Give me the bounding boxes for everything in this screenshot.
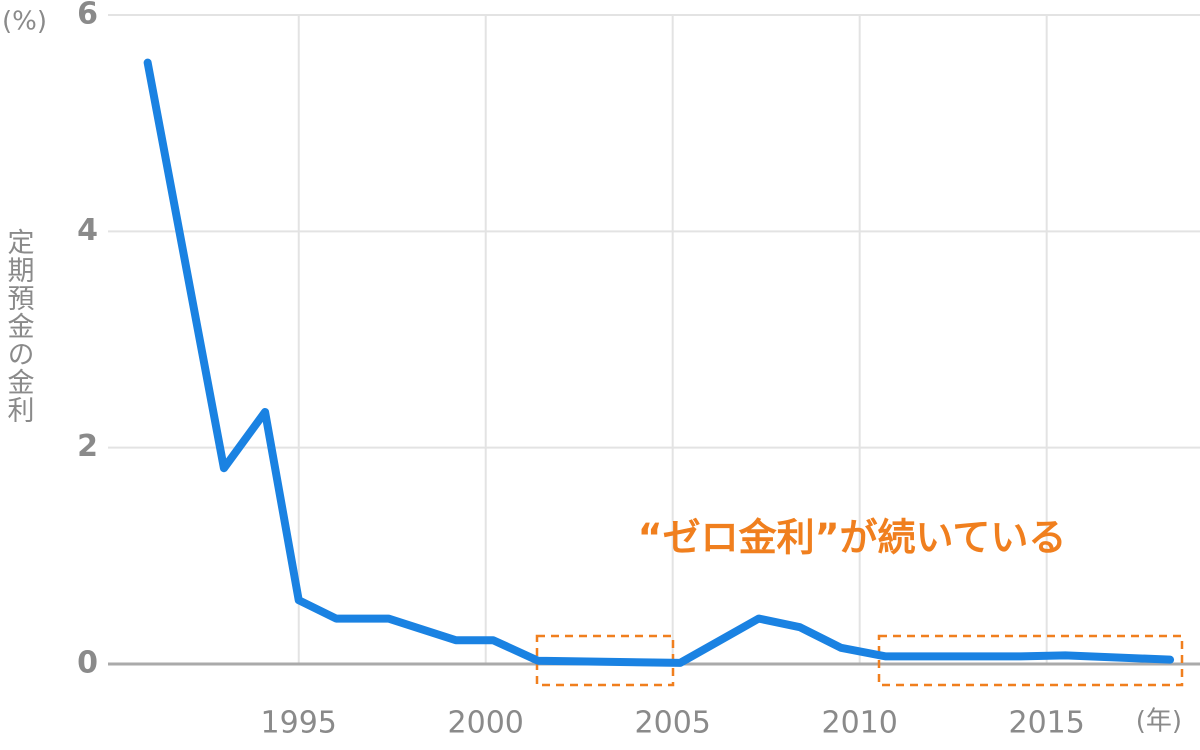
x-tick-label: 2015 bbox=[1008, 706, 1084, 741]
x-tick-label: 2000 bbox=[448, 706, 524, 741]
line bbox=[143, 58, 1175, 667]
annotation: “ゼロ金利”が続いている bbox=[638, 516, 1067, 560]
x-tick-label: 2010 bbox=[822, 706, 898, 741]
x-unit: (年) bbox=[1136, 707, 1182, 737]
y-unit: (%) bbox=[2, 7, 47, 37]
y-tick-label: 6 bbox=[77, 0, 98, 32]
x-tick-label: 2005 bbox=[635, 706, 711, 741]
y-tick-label: 0 bbox=[77, 646, 98, 681]
highlight-box bbox=[877, 634, 1184, 687]
y-axis-title: 定期預金の金利 bbox=[3, 228, 35, 424]
y-tick-label: 4 bbox=[77, 213, 98, 248]
axes: 1995 2000 2005 2010 2015 0 2 4 6 bbox=[77, 0, 1200, 741]
x-tick-label: 1995 bbox=[261, 706, 337, 741]
y-tick-label: 2 bbox=[77, 429, 98, 464]
